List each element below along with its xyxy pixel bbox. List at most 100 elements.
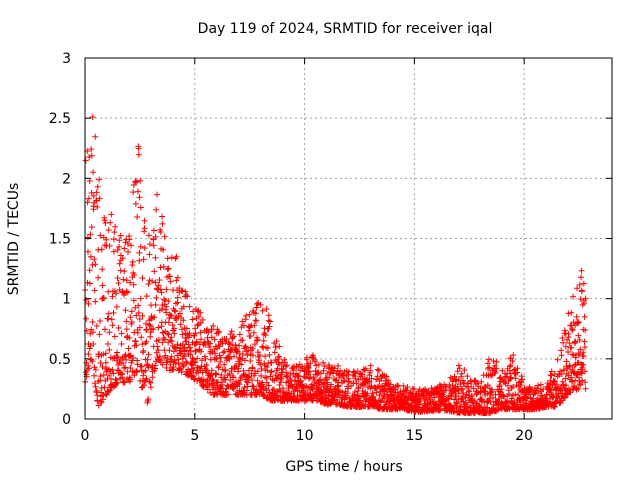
data-point (218, 381, 225, 388)
data-point (132, 200, 139, 207)
data-point (578, 267, 585, 274)
data-point (558, 352, 565, 359)
data-point (263, 305, 270, 312)
data-point (547, 386, 554, 393)
data-point (189, 316, 196, 323)
data-point (559, 335, 566, 342)
data-point (505, 399, 512, 406)
data-point (161, 347, 168, 354)
data-point (146, 241, 153, 248)
data-point (155, 324, 162, 331)
data-point (192, 348, 199, 355)
data-point (241, 384, 248, 391)
data-point (252, 310, 259, 317)
data-point (173, 253, 180, 260)
data-point (137, 243, 144, 250)
data-point (581, 313, 588, 320)
data-point (230, 374, 237, 381)
data-point (183, 292, 190, 299)
data-point (111, 333, 118, 340)
data-point (580, 353, 587, 360)
data-point (324, 370, 331, 377)
data-point (266, 323, 273, 330)
data-point (96, 176, 103, 183)
data-point (215, 342, 222, 349)
data-point (549, 382, 556, 389)
data-point (133, 367, 140, 374)
data-point (228, 365, 235, 372)
data-point (254, 377, 261, 384)
data-point (133, 368, 140, 375)
data-point (574, 285, 581, 292)
data-point (488, 389, 495, 396)
data-point (271, 397, 278, 404)
data-point (258, 365, 265, 372)
data-point (518, 379, 525, 386)
data-point (146, 251, 153, 258)
data-point (569, 366, 576, 373)
data-point (217, 354, 224, 361)
data-point (429, 398, 436, 405)
data-point (119, 255, 126, 262)
data-point (140, 382, 147, 389)
data-point (227, 331, 234, 338)
data-point (221, 367, 228, 374)
data-point (434, 402, 441, 409)
data-point (160, 263, 167, 270)
data-point (544, 391, 551, 398)
chart-title: Day 119 of 2024, SRMTID for receiver iqa… (198, 21, 493, 37)
data-point (462, 394, 469, 401)
data-point (135, 145, 142, 152)
data-point (122, 351, 129, 358)
data-point (484, 390, 491, 397)
data-point (146, 277, 153, 284)
data-point (92, 261, 99, 268)
data-point (85, 365, 92, 372)
data-point (198, 357, 205, 364)
data-point (553, 381, 560, 388)
data-point (582, 385, 589, 392)
data-point (94, 392, 101, 399)
data-point (92, 133, 99, 140)
data-point (302, 374, 309, 381)
data-point (247, 332, 254, 339)
data-point (86, 345, 93, 352)
data-point (107, 219, 114, 226)
data-point (97, 377, 104, 384)
data-point (295, 397, 302, 404)
data-point (179, 331, 186, 338)
data-point (184, 293, 191, 300)
data-point (403, 387, 410, 394)
data-point (121, 364, 128, 371)
data-point (351, 373, 358, 380)
data-point (283, 373, 290, 380)
data-point (199, 316, 206, 323)
data-point (159, 213, 166, 220)
data-point (101, 295, 108, 302)
data-point (127, 279, 134, 286)
data-point (121, 379, 128, 386)
data-point (571, 362, 578, 369)
data-point (172, 360, 179, 367)
data-point (92, 298, 99, 305)
data-point (492, 362, 499, 369)
data-point (123, 318, 130, 325)
data-point (155, 337, 162, 344)
data-point (220, 349, 227, 356)
data-point (483, 405, 490, 412)
data-point (473, 400, 480, 407)
data-point (464, 401, 471, 408)
data-point (125, 345, 132, 352)
data-point (135, 302, 142, 309)
data-point (135, 151, 142, 158)
data-point (252, 317, 259, 324)
data-point (198, 348, 205, 355)
data-point (563, 382, 570, 389)
data-point (507, 362, 514, 369)
data-point (273, 338, 280, 345)
data-point (565, 334, 572, 341)
data-point (455, 362, 462, 369)
data-point (120, 378, 127, 385)
data-point (215, 328, 222, 335)
data-point (173, 277, 180, 284)
